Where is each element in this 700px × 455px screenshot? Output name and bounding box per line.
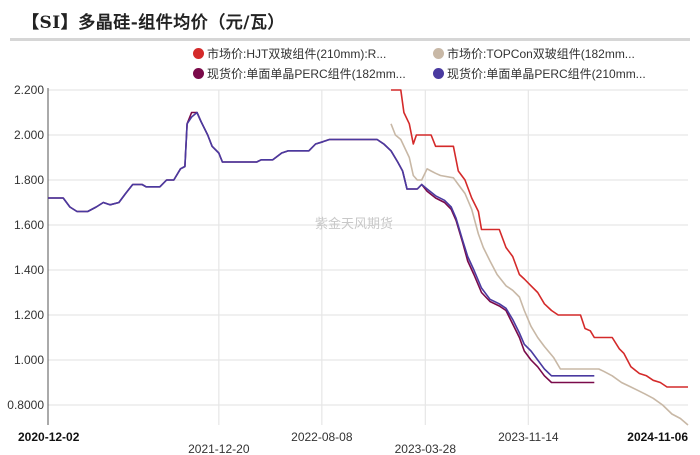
x-tick-label: 2022-08-08 [291, 430, 353, 444]
y-tick-label: 1.400 [14, 263, 44, 277]
y-tick-label: 0.8000 [7, 398, 44, 412]
watermark: 紫金天风期货 [315, 216, 394, 231]
y-tick-label: 2.200 [14, 83, 44, 97]
y-tick-label: 1.600 [14, 218, 44, 232]
legend-dot-icon [193, 68, 204, 79]
title-divider [10, 38, 690, 41]
y-tick-label: 1.800 [14, 173, 44, 187]
x-tick-label: 2021-12-20 [188, 442, 250, 455]
x-tick-label: 2024-11-06 [627, 430, 688, 444]
series-line [48, 111, 595, 377]
y-tick-label: 2.000 [14, 128, 44, 142]
legend-item-perc-210[interactable]: 现货价:单面单晶PERC组件(210mm... [433, 65, 646, 82]
legend-item-perc-182[interactable]: 现货价:单面单晶PERC组件(182mm... [193, 65, 406, 82]
legend-item-topcon[interactable]: 市场价:TOPCon双玻组件(182mm... [433, 45, 635, 62]
chart-title: 【SI】多晶硅-组件均价（元/瓦） [22, 13, 285, 33]
legend-label: 现货价:单面单晶PERC组件(210mm... [447, 67, 646, 81]
y-tick-label: 1.000 [14, 353, 44, 367]
legend-dot-icon [433, 48, 444, 59]
legend-label: 市场价:HJT双玻组件(210mm):R... [207, 47, 387, 61]
y-tick-label: 1.200 [14, 308, 44, 322]
legend-label: 现货价:单面单晶PERC组件(182mm... [207, 67, 406, 81]
grid-lines [48, 89, 688, 425]
legend-dot-icon [433, 68, 444, 79]
series-lines [48, 89, 689, 426]
x-axis: 2020-12-02 2021-12-20 2022-08-08 2023-03-28… [18, 430, 688, 455]
legend-item-hjt[interactable]: 市场价:HJT双玻组件(210mm):R... [193, 45, 386, 62]
y-axis: 2.200 2.000 1.800 1.600 1.400 1.200 1.000 0.800… [7, 83, 49, 425]
x-tick-label: 2020-12-02 [18, 430, 80, 444]
x-tick-label: 2023-11-14 [498, 430, 559, 444]
legend-dot-icon [193, 48, 204, 59]
series-line [390, 123, 689, 426]
series-line [391, 89, 688, 388]
series-line [48, 111, 595, 384]
x-tick-label: 2023-03-28 [395, 442, 457, 455]
legend-label: 市场价:TOPCon双玻组件(182mm... [447, 47, 635, 61]
